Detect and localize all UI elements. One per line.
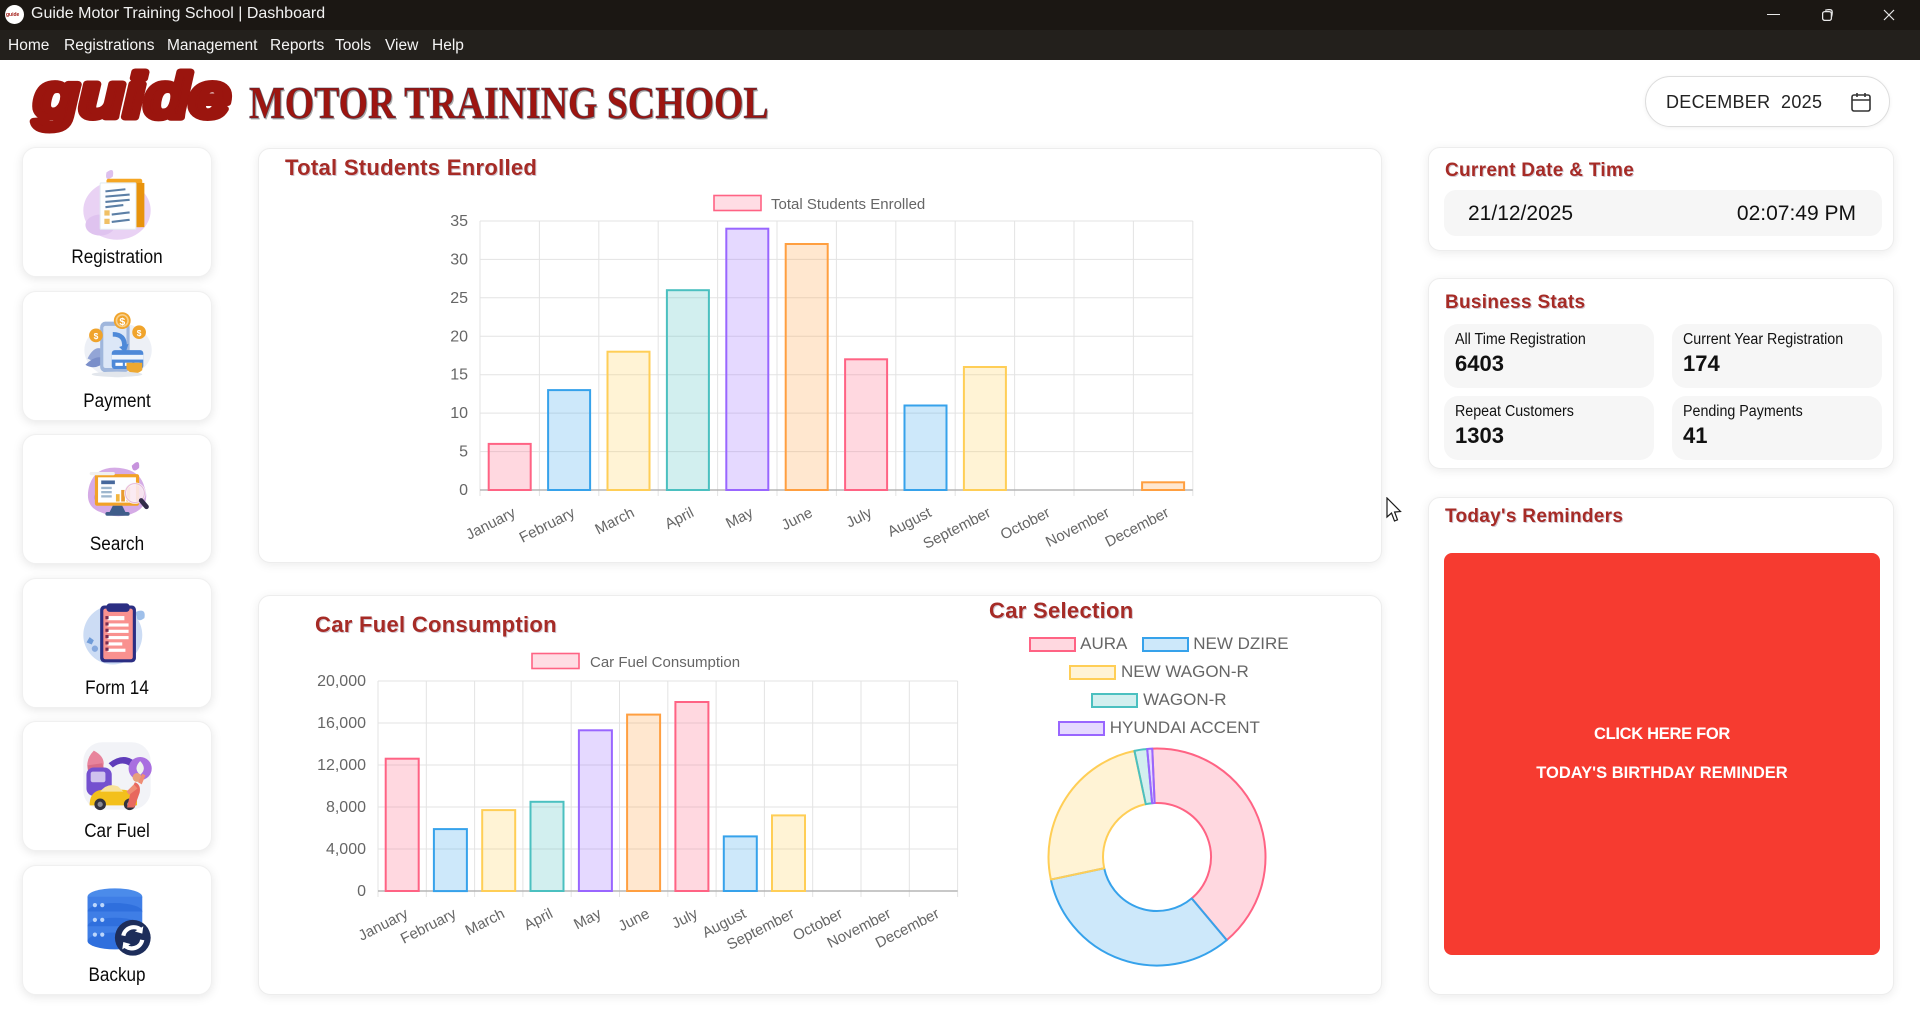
svg-text:12,000: 12,000 [317, 757, 366, 774]
svg-text:30: 30 [450, 251, 468, 268]
svg-text:Total Students Enrolled: Total Students Enrolled [771, 196, 925, 213]
svg-text:20: 20 [450, 328, 468, 345]
svg-text:May: May [571, 905, 604, 933]
svg-text:guide: guide [33, 62, 230, 131]
svg-text:35: 35 [450, 213, 468, 230]
svg-text:4,000: 4,000 [326, 841, 366, 858]
svg-text:0: 0 [357, 883, 366, 900]
svg-text:March: March [463, 905, 508, 939]
svg-text:May: May [723, 504, 756, 532]
svg-text:April: April [662, 504, 696, 533]
svg-text:5: 5 [459, 444, 468, 461]
svg-text:July: July [669, 905, 701, 932]
svg-text:September: September [921, 504, 994, 552]
svg-text:December: December [1102, 504, 1171, 551]
svg-text:January: January [463, 504, 519, 544]
svg-text:June: June [616, 905, 653, 935]
svg-text:20,000: 20,000 [317, 673, 366, 690]
svg-text:25: 25 [450, 290, 468, 307]
svg-text:February: February [517, 504, 579, 547]
svg-text:16,000: 16,000 [317, 715, 366, 732]
svg-text:8,000: 8,000 [326, 799, 366, 816]
svg-text:April: April [521, 905, 555, 934]
svg-text:November: November [1043, 504, 1112, 551]
svg-text:$: $ [137, 328, 142, 338]
svg-text:10: 10 [450, 405, 468, 422]
svg-text:February: February [398, 905, 460, 948]
svg-text:March: March [592, 504, 637, 538]
svg-text:0: 0 [459, 482, 468, 499]
svg-text:Car Fuel Consumption: Car Fuel Consumption [590, 654, 740, 671]
svg-text:June: June [779, 504, 816, 534]
svg-text:$: $ [119, 316, 125, 328]
svg-text:15: 15 [450, 367, 468, 384]
svg-text:$: $ [94, 331, 99, 341]
svg-text:July: July [843, 504, 875, 531]
